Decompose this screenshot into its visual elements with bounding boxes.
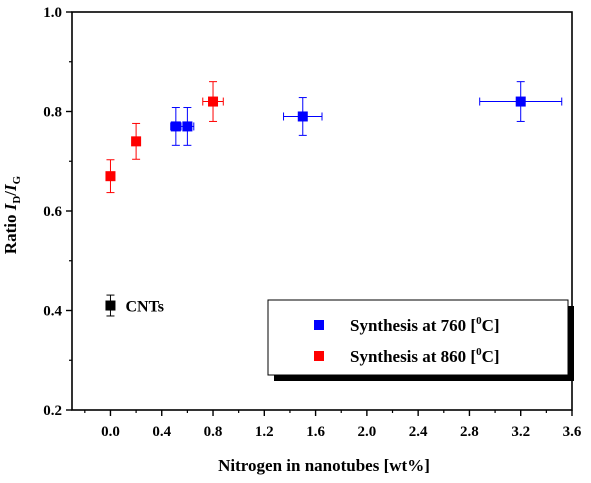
x-tick-label: 3.6 [563, 424, 582, 440]
marker-square [105, 300, 116, 311]
axis-ticks: 0.0 0.4 0.8 1.2 1.6 2.0 2.4 2.8 3.2 3.6 0.2 0.4 0.6 0… [43, 5, 582, 440]
x-tick-label: 3.2 [511, 424, 530, 440]
x-tick-label: 1.6 [306, 424, 325, 440]
data-point [180, 107, 195, 146]
y-axis-title-sub1: D [11, 196, 23, 204]
marker-square [297, 111, 308, 122]
legend-marker [314, 351, 324, 361]
data-point [131, 122, 142, 160]
x-tick-label: 0.0 [101, 424, 120, 440]
annotation-label: CNTs [125, 299, 164, 316]
data-point [202, 81, 224, 122]
y-axis-title-sub2: G [11, 175, 23, 184]
x-axis-title: Nitrogen in nanotubes [wt%] [218, 456, 430, 475]
annotations: CNTs [125, 299, 164, 316]
x-tick-label: 2.8 [460, 424, 479, 440]
data-point [170, 107, 182, 146]
data-point [283, 97, 323, 136]
y-tick-label: 0.8 [43, 105, 62, 121]
data-marks [105, 81, 563, 317]
x-tick-label: 1.2 [255, 424, 274, 440]
legend: Synthesis at 760 [0C] Synthesis at 860 [0… [267, 299, 574, 381]
marker-square [515, 96, 526, 107]
x-tick-label: 2.0 [357, 424, 376, 440]
y-axis-title-i2: I [1, 183, 20, 192]
y-axis-title-slash: / [1, 191, 20, 197]
legend-label: Synthesis at 860 [0C] [350, 346, 500, 366]
legend-marker [314, 320, 324, 330]
x-tick-label: 2.4 [409, 424, 428, 440]
y-tick-label: 0.4 [43, 304, 62, 320]
legend-box [267, 299, 569, 376]
x-tick-label: 0.4 [152, 424, 171, 440]
data-point [105, 159, 116, 194]
marker-square [105, 171, 116, 182]
legend-label: Synthesis at 760 [0C] [350, 315, 500, 335]
data-point [479, 81, 563, 122]
x-tick-label: 0.8 [204, 424, 223, 440]
y-tick-label: 0.2 [43, 403, 62, 419]
marker-square [182, 121, 193, 132]
y-axis-title-i1: I [1, 202, 20, 211]
marker-square [131, 136, 142, 147]
y-tick-label: 0.6 [43, 204, 62, 220]
data-point [105, 294, 116, 317]
marker-square [170, 121, 181, 132]
y-axis-title-prefix: Ratio [1, 210, 20, 254]
y-axis-title: Ratio ID/IG [1, 175, 23, 254]
y-tick-label: 1.0 [43, 5, 62, 21]
marker-square [208, 96, 219, 107]
